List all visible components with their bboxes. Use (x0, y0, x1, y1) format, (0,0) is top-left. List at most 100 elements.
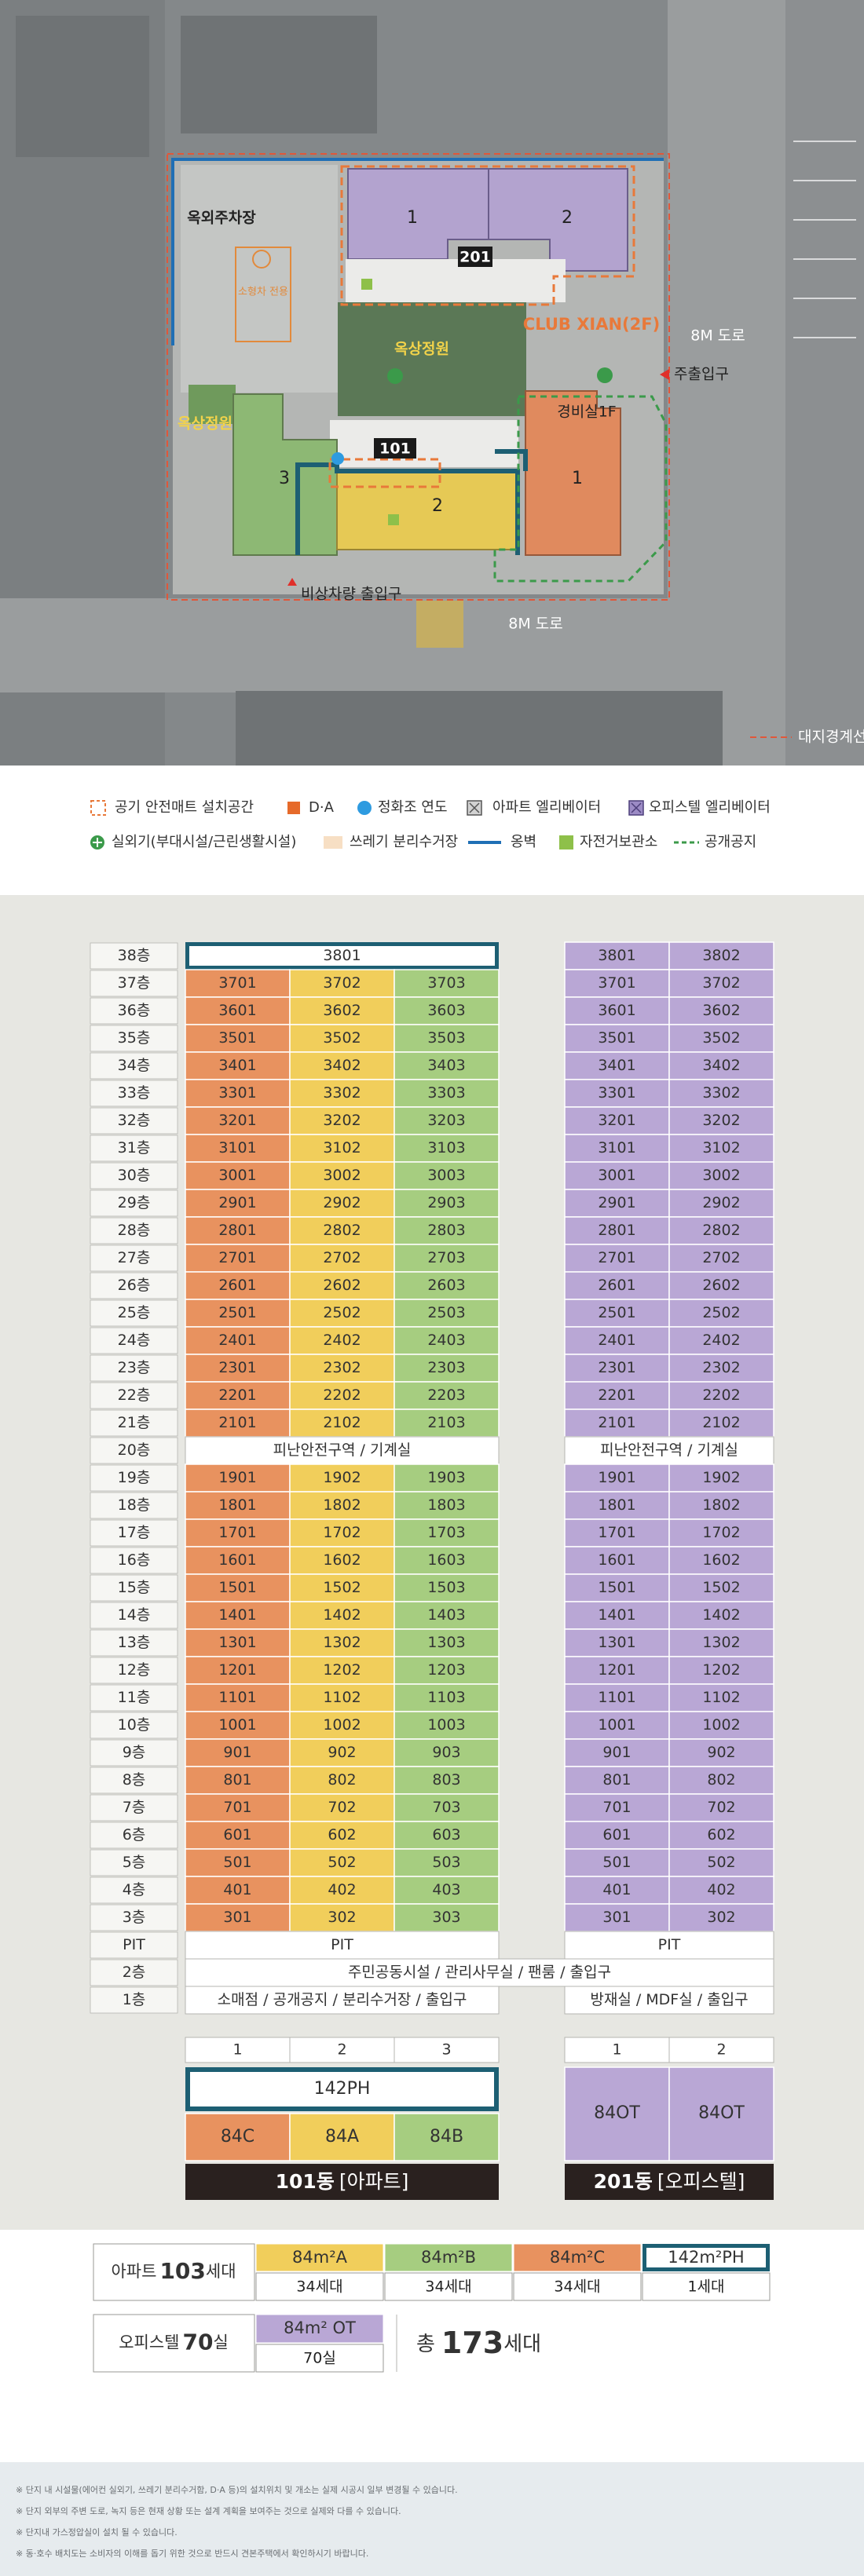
floor-label: 2층 (123, 1964, 146, 1981)
column-header: 1 (612, 2041, 621, 2059)
boundary-label: 대지경계선 (798, 729, 864, 746)
unit-number: 3302 (702, 1084, 740, 1102)
footnote: ※ 단지내 가스정압실이 설치 될 수 있습니다. (16, 2527, 178, 2538)
unit-cell (668, 941, 774, 970)
floor-label: 7층 (123, 1799, 146, 1816)
floor-cell (90, 1931, 178, 1959)
unit-number: 3201 (218, 1112, 256, 1129)
unit-cell (394, 1601, 500, 1630)
unit-cell (394, 1876, 500, 1905)
unit-number: 3701 (598, 974, 635, 992)
unit-cell (668, 1189, 774, 1218)
unit-number: 1502 (702, 1579, 740, 1596)
unit-cell (289, 1738, 395, 1767)
unit-cell (394, 1299, 500, 1328)
map-unit-label: 2 (562, 208, 573, 228)
unit-cell (668, 1463, 774, 1493)
unit-number: 1002 (702, 1716, 740, 1734)
unit-number: 1602 (323, 1551, 361, 1569)
unit-cell (394, 1573, 500, 1602)
unit-cell (394, 1244, 500, 1273)
emergency-arrow (287, 578, 297, 586)
unit-cell (185, 1766, 291, 1795)
unit-number: 3103 (427, 1139, 465, 1156)
unit-number: 1601 (218, 1551, 256, 1569)
unit-number: 2301 (218, 1359, 256, 1376)
unit-cell (564, 1546, 670, 1575)
unit-number: 2401 (218, 1332, 256, 1349)
unit-cell (185, 1518, 291, 1547)
unit-number: 302 (328, 1909, 356, 1926)
unit-cell (564, 1821, 670, 1850)
column-header: 1 (232, 2041, 242, 2059)
floor-label: 12층 (118, 1661, 151, 1679)
unit-number: 902 (707, 1744, 735, 1761)
summary-unit: 세대 (206, 2262, 236, 2281)
building-name-bar (185, 2164, 499, 2200)
block-top-left (16, 16, 149, 157)
legend-label: 오피스텔 엘리베이터 (649, 799, 771, 816)
unit-number: 2503 (427, 1304, 465, 1321)
summary-total-unit: 세대 (503, 2333, 541, 2356)
unit-number: 901 (602, 1744, 631, 1761)
unit-number: 1102 (702, 1689, 740, 1706)
unit-number: 1103 (427, 1689, 465, 1706)
unit-cell (564, 1683, 670, 1712)
unit-cell (289, 1299, 395, 1328)
unit-cell (564, 1244, 670, 1273)
legend-label: 공개공지 (705, 834, 756, 850)
unit-cell (185, 1354, 291, 1383)
unit-cell (185, 1876, 291, 1905)
unit-cell (185, 1656, 291, 1685)
unit-number: 2901 (218, 1194, 256, 1211)
unit-number: 402 (707, 1881, 735, 1898)
building-number: 201동 (594, 2170, 653, 2193)
unit-cell (289, 1546, 395, 1575)
summary-type: 142m²PH (668, 2248, 744, 2267)
unit-cell (185, 1683, 291, 1712)
unit-number: 3602 (323, 1002, 361, 1019)
parking-icon (252, 250, 271, 269)
floor-cell (90, 1739, 178, 1767)
unit-cell (394, 1106, 500, 1135)
unit-cell (668, 1354, 774, 1383)
unit-number: 301 (602, 1909, 631, 1926)
unit-number: 2402 (323, 1332, 361, 1349)
unit-number: 3003 (427, 1167, 465, 1184)
floor-cell (90, 1986, 178, 2014)
unit-cell (564, 1711, 670, 1740)
public-space (493, 395, 668, 583)
building-101-line-3 (232, 393, 338, 556)
unit-number: 1002 (323, 1716, 361, 1734)
unit-cell (394, 1161, 500, 1190)
floor-cell (90, 1849, 178, 1876)
unit-number: 401 (223, 1881, 251, 1898)
summary-type-count: 34세대 (425, 2278, 471, 2296)
parking-lines (793, 141, 856, 338)
unit-number: 1001 (218, 1716, 256, 1734)
unit-cell (668, 1628, 774, 1657)
unit-cell (185, 1106, 291, 1135)
unit-number: 1303 (427, 1634, 465, 1651)
map-unit-label: 1 (407, 208, 418, 228)
floor-cell (90, 1464, 178, 1492)
floor-label: 13층 (118, 1634, 151, 1651)
column-header-cell (185, 2037, 291, 2063)
site-wall (171, 158, 664, 345)
airbag-zone-101 (328, 458, 441, 488)
unit-cell (394, 1463, 500, 1493)
unit-number: 3201 (598, 1112, 635, 1129)
unit-cell (394, 1656, 500, 1685)
unit-cell (394, 1189, 500, 1218)
unit-cell (394, 1409, 500, 1438)
unit-number: 3601 (218, 1002, 256, 1019)
span-label: 방재실 / MDF실 / 출입구 (590, 1991, 748, 2008)
legend-icon (90, 835, 104, 850)
unit-cell (289, 1106, 395, 1135)
floor-label: 22층 (118, 1387, 151, 1404)
floor-label: 5층 (123, 1854, 146, 1871)
floor-label: 31층 (118, 1139, 151, 1156)
unit-number: 2702 (702, 1249, 740, 1266)
unit-number: 1801 (598, 1496, 635, 1514)
unit-cell (668, 1518, 774, 1547)
